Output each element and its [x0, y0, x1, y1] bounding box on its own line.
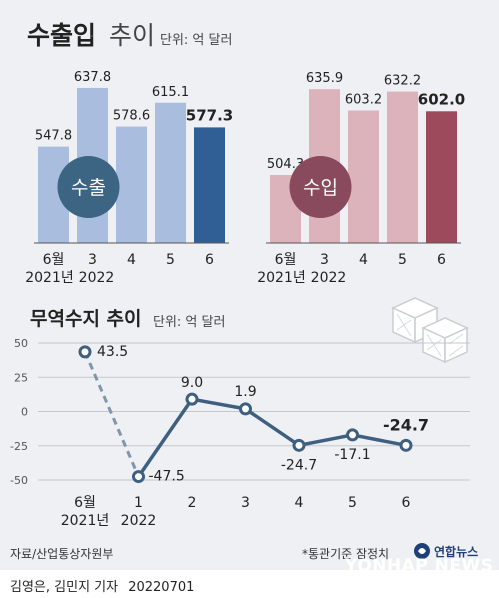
trade-ytick-label-0: 50: [14, 337, 28, 350]
import-category-label-1: 3: [320, 252, 329, 268]
import-value-label-0: 504.3: [267, 157, 304, 172]
export-value-label-3: 615.1: [152, 85, 189, 100]
import-value-label-2: 603.2: [345, 93, 382, 108]
import-bar-4: [426, 111, 457, 243]
yonhap-logo-text: 연합뉴스: [434, 545, 479, 559]
trade-value-label-4: -24.7: [281, 457, 317, 473]
export-bar-3: [155, 102, 186, 244]
trade-category-label-2: 2: [188, 495, 197, 511]
trade-ytick-label-2: 0: [21, 406, 28, 419]
trade-line-chart: 50 25 0 -25 -50 43.5 6월 -47.5 1 9.0 2 1.9 3 -24.7 4 -17…: [10, 337, 470, 529]
trade-ytick-label-4: -50: [10, 474, 28, 487]
import-bar-3: [387, 91, 418, 244]
trade-category-label-6: 6: [402, 495, 411, 511]
export-category-label-2: 4: [127, 252, 136, 268]
trade-category-label-5: 5: [348, 495, 357, 511]
trade-value-label-1: -47.5: [149, 469, 185, 485]
trade-category-label-0: 6월: [74, 495, 96, 511]
import-badge-label: 수입: [303, 177, 338, 199]
trade-category-label-3: 3: [241, 495, 250, 511]
trade-category-label-1: 1: [134, 495, 143, 511]
export-badge-circle: [57, 156, 120, 218]
cargo-box-icon: [391, 297, 469, 364]
trade-point-3: [239, 402, 252, 416]
import-category-label-3: 5: [398, 252, 407, 268]
export-bar-2: [116, 126, 147, 243]
import-bar-2: [348, 110, 379, 243]
export-value-label-1: 637.8: [74, 70, 111, 85]
reporter-names: 김영은, 김민지 기자: [10, 580, 119, 595]
trade-title: 무역수지 추이: [30, 308, 142, 330]
title-bold: 수출입: [27, 21, 97, 50]
export-year-label-1: 2022: [79, 270, 115, 285]
unit-label: 단위: 억 달러: [160, 33, 233, 48]
publish-date: 20220701: [128, 580, 195, 595]
export-year-label-0: 2021년: [25, 270, 74, 285]
trade-value-label-2: 9.0: [181, 375, 203, 391]
reporter-byline: 김영은, 김민지 기자 20220701: [10, 576, 194, 595]
trade-value-label-6: -24.7: [383, 415, 429, 434]
import-category-label-4: 6: [437, 252, 446, 268]
export-category-label-0: 6월: [43, 252, 65, 268]
preliminary-note: *통관기준 잠정치: [302, 547, 390, 561]
import-bar-chart: 504.3 6월 635.9 3 603.2 4 632.2 5 602.0 6 2021년 2022…: [257, 71, 465, 285]
trade-category-label-4: 4: [295, 495, 304, 511]
trade-point-2: [185, 392, 199, 406]
trade-year-label-1: 2022: [121, 513, 157, 529]
title-light: 추이: [109, 21, 156, 50]
trade-year-label-0: 2021년: [61, 513, 110, 529]
export-badge-label: 수출: [71, 177, 106, 199]
trade-point-4: [292, 438, 306, 452]
export-category-label-4: 6: [205, 252, 214, 268]
trade-value-label-0: 43.5: [97, 344, 128, 360]
import-year-label-1: 2022: [311, 270, 347, 285]
yonhap-logo: 연합뉴스: [413, 541, 493, 561]
import-category-label-2: 4: [359, 252, 368, 268]
import-year-label-0: 2021년: [257, 270, 306, 285]
trade-value-label-5: -17.1: [334, 447, 370, 463]
export-category-label-3: 5: [166, 252, 175, 268]
trade-point-1: [132, 470, 145, 484]
trade-point-0: [78, 345, 92, 359]
import-value-label-3: 632.2: [384, 74, 421, 89]
watermark: YONHAP NEWS: [345, 556, 494, 576]
export-bar-4: [194, 127, 225, 243]
import-category-label-0: 6월: [275, 252, 297, 268]
export-value-label-4: 577.3: [186, 106, 233, 124]
export-value-label-2: 578.6: [113, 109, 150, 124]
import-value-label-4: 602.0: [418, 90, 465, 108]
infographic-panel: 수출입 추이 단위: 억 달러 547.8 6월 637.8 3 578.6 4 615.1…: [0, 0, 499, 570]
trade-ytick-label-3: -25: [10, 440, 28, 453]
trade-ytick-label-1: 25: [14, 371, 28, 384]
yonhap-logo-mark: [414, 543, 430, 559]
trade-dashed-segment: [83, 351, 140, 478]
trade-unit-label: 단위: 억 달러: [153, 315, 226, 330]
trade-value-label-3: 1.9: [234, 384, 256, 400]
import-badge-circle: [289, 156, 352, 218]
trade-point-6: [399, 438, 413, 452]
import-value-label-1: 635.9: [306, 71, 343, 86]
source-label: 자료/산업통상자원부: [10, 547, 114, 561]
trade-point-5: [346, 428, 359, 442]
export-bar-chart: 547.8 6월 637.8 3 578.6 4 615.1 5 577.3 6 2021년 2022…: [25, 70, 233, 285]
export-value-label-0: 547.8: [35, 129, 72, 144]
trade-line: [137, 397, 407, 478]
export-category-label-1: 3: [88, 252, 97, 268]
